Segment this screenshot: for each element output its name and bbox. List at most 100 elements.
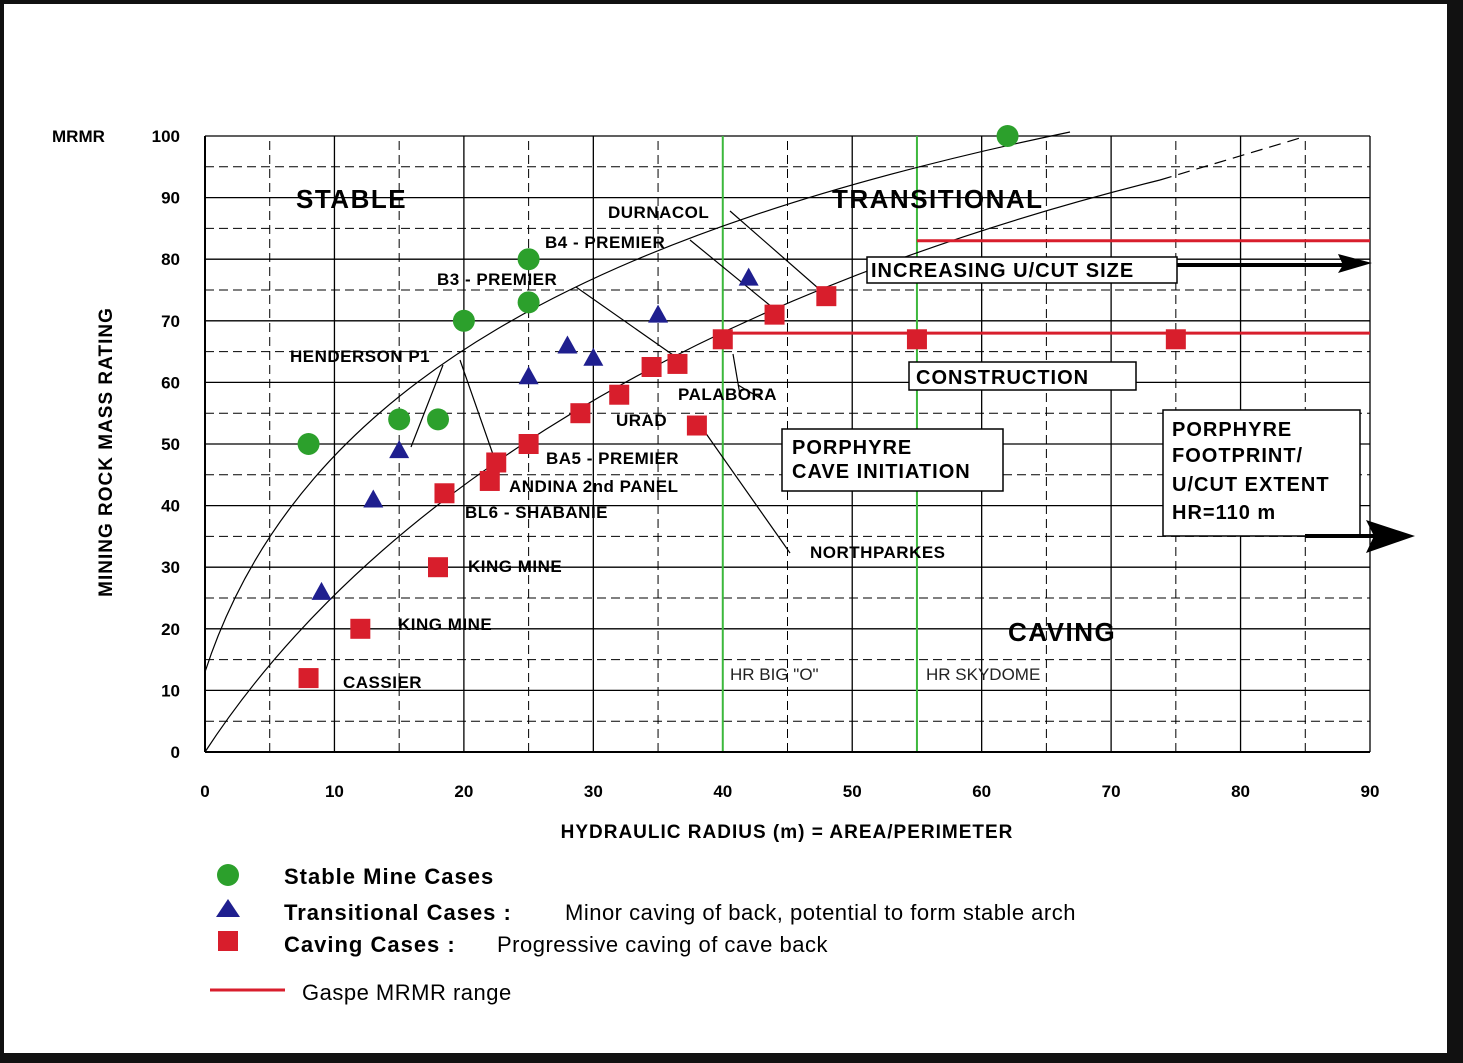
case-label-king-mine-2: KING MINE	[398, 615, 492, 634]
region-caving-label: CAVING	[1008, 617, 1116, 647]
caving-case-point	[350, 618, 371, 639]
legend-caving-marker	[218, 931, 238, 951]
y-tick-label: 60	[161, 373, 180, 392]
construction-text: CONSTRUCTION	[916, 367, 1089, 389]
leader-line	[459, 359, 497, 464]
footprint-line-4: HR=110 m	[1172, 502, 1276, 524]
leader-line	[689, 239, 779, 313]
case-label-cassier: CASSIER	[343, 673, 422, 692]
footprint-line-2: FOOTPRINT/	[1172, 445, 1303, 467]
x-tick-label: 80	[1231, 782, 1250, 801]
case-label-b4-premier: B4 - PREMIER	[545, 233, 665, 252]
region-transitional-label: TRANSITIONAL	[832, 184, 1044, 214]
increasing-arrow-icon	[1177, 254, 1372, 273]
caving-case-point	[570, 403, 591, 424]
leader-line	[737, 384, 761, 399]
y-tick-label: 40	[161, 497, 180, 516]
caving-case-point	[486, 452, 507, 473]
y-tick-label: 10	[161, 681, 180, 700]
caving-case-point	[434, 483, 455, 504]
case-label-b3-premier: B3 - PREMIER	[437, 270, 557, 289]
x-tick-label: 70	[1102, 782, 1121, 801]
caving-case-point	[667, 353, 688, 374]
x-tick-label: 20	[454, 782, 473, 801]
gaspe-range-lines	[722, 239, 1370, 335]
x-tick-label: 0	[200, 782, 209, 801]
caving-case-point	[906, 329, 927, 350]
caving-case-point	[479, 470, 500, 491]
transitional-case-point	[363, 489, 384, 508]
hr-big-o-label: HR BIG "O"	[730, 665, 819, 684]
caving-case-point	[816, 286, 837, 307]
case-label-bl6-shabanie: BL6 - SHABANIE	[465, 503, 608, 522]
stable-case-point	[427, 408, 449, 431]
caving-case-point	[428, 557, 448, 578]
stable-case-point	[297, 433, 320, 455]
y-tick-label: 80	[161, 250, 180, 269]
x-tick-label: 90	[1361, 782, 1380, 801]
legend-stable-label: Stable Mine Cases	[284, 864, 494, 889]
x-tick-label: 40	[713, 782, 732, 801]
leader-line	[732, 353, 741, 396]
leader-line	[410, 364, 444, 448]
cave-initiation-line-1: PORPHYRE	[792, 437, 912, 459]
cave-initiation-line-2: CAVE INITIATION	[792, 461, 971, 483]
x-tick-label: 50	[843, 782, 862, 801]
increasing-text: INCREASING U/CUT SIZE	[871, 260, 1134, 282]
legend-transitional-marker	[216, 899, 240, 917]
transitional-case-point	[583, 347, 604, 366]
legend-gaspe-label: Gaspe MRMR range	[302, 980, 512, 1005]
hr-skydome-label: HR SKYDOME	[926, 665, 1040, 684]
case-label-urad: URAD	[616, 411, 667, 430]
case-label-durnacol: DURNACOL	[608, 203, 709, 222]
y-axis-title: MINING ROCK MASS RATING	[96, 307, 117, 597]
legend-transitional-label: Transitional Cases :	[284, 900, 512, 925]
y-tick-label: 90	[161, 189, 180, 208]
case-label-northparkes: NORTHPARKES	[810, 543, 946, 562]
lower-boundary-dashed	[1159, 137, 1301, 181]
footprint-arrow-icon	[1305, 520, 1415, 553]
footprint-box	[1162, 409, 1361, 537]
leader-line	[729, 210, 827, 296]
case-label-henderson: HENDERSON P1	[290, 347, 430, 366]
y-tick-label: 100	[152, 127, 180, 146]
transitional-case-point	[389, 440, 410, 459]
stable-case-point	[517, 291, 540, 314]
y-tick-label: 70	[161, 312, 180, 331]
leader-lines	[410, 210, 827, 554]
footprint-line-3: U/CUT EXTENT	[1172, 474, 1330, 496]
legend-stable-marker	[217, 864, 239, 886]
caving-case-point	[518, 434, 539, 454]
caving-case-point	[641, 357, 662, 377]
y-tick-label: 30	[161, 558, 180, 577]
caving-case-point	[1165, 329, 1186, 350]
axes	[204, 136, 1370, 753]
increasing-box	[866, 256, 1178, 284]
construction-box	[908, 361, 1137, 391]
stable-case-point	[388, 408, 411, 431]
stable-case-point	[996, 125, 1019, 147]
case-label-king-mine-1: KING MINE	[468, 557, 562, 576]
transitional-case-point	[738, 267, 759, 286]
x-tick-label: 60	[972, 782, 991, 801]
stable-case-point	[517, 248, 540, 271]
y-tick-label: 0	[171, 743, 180, 762]
case-label-palabora: PALABORA	[678, 385, 777, 404]
x-tick-label: 30	[584, 782, 603, 801]
leader-line	[575, 286, 684, 363]
transitional-case-point	[648, 304, 669, 323]
stable-case-point	[452, 309, 475, 332]
transitional-case-point	[557, 335, 578, 354]
case-label-andina: ANDINA 2nd PANEL	[509, 477, 679, 496]
legend-caving-desc: Progressive caving of cave back	[497, 932, 828, 957]
legend-caving-label: Caving Cases :	[284, 932, 456, 957]
transitional-case-point	[311, 581, 332, 600]
y-tick-label: 50	[161, 435, 180, 454]
boundary-curves	[204, 131, 1301, 753]
transitional-case-point	[518, 366, 539, 385]
caving-case-point	[764, 304, 785, 325]
legend-transitional-desc: Minor caving of back, potential to form …	[565, 900, 1076, 925]
caving-case-point	[298, 668, 319, 689]
legend: Stable Mine Cases Transitional Cases : M…	[210, 864, 1076, 1005]
